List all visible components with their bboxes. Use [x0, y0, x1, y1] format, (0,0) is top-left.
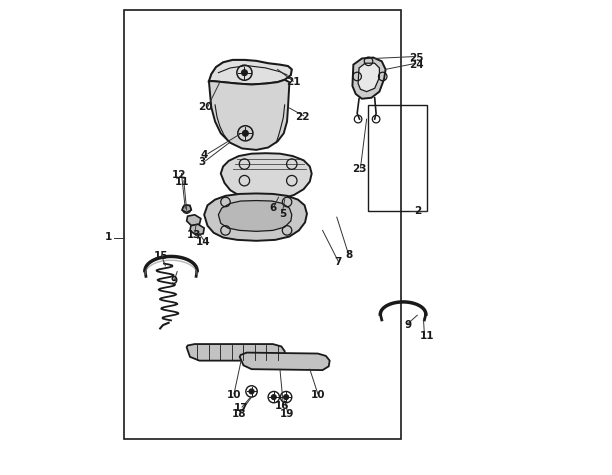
Polygon shape — [204, 193, 307, 241]
Text: 17: 17 — [234, 403, 248, 413]
Polygon shape — [209, 80, 289, 150]
Text: 3: 3 — [198, 157, 206, 167]
Polygon shape — [182, 205, 192, 212]
Text: 22: 22 — [296, 112, 310, 122]
Text: 16: 16 — [275, 400, 289, 410]
Polygon shape — [190, 224, 204, 235]
Bar — [124, 10, 401, 439]
Circle shape — [242, 70, 247, 76]
Polygon shape — [209, 60, 292, 85]
Polygon shape — [187, 215, 201, 226]
Text: 8: 8 — [345, 250, 353, 260]
Circle shape — [242, 131, 248, 136]
Text: 2: 2 — [414, 207, 421, 217]
Text: 18: 18 — [231, 409, 246, 419]
Circle shape — [249, 389, 254, 394]
Text: 9: 9 — [405, 320, 411, 330]
Circle shape — [272, 395, 276, 399]
Text: 7: 7 — [335, 257, 342, 267]
Text: 25: 25 — [409, 53, 424, 63]
Text: 15: 15 — [154, 251, 168, 261]
Polygon shape — [353, 57, 386, 99]
Text: 1: 1 — [105, 232, 111, 243]
Text: 12: 12 — [173, 170, 187, 180]
Text: 9: 9 — [171, 276, 178, 286]
Text: 6: 6 — [269, 203, 277, 213]
Text: 4: 4 — [201, 150, 208, 160]
Polygon shape — [358, 63, 379, 92]
Polygon shape — [240, 352, 330, 370]
Bar — [368, 105, 427, 211]
Text: 10: 10 — [227, 390, 241, 400]
Polygon shape — [187, 344, 285, 361]
Circle shape — [284, 395, 288, 399]
Text: 13: 13 — [187, 229, 201, 240]
Text: 11: 11 — [419, 331, 434, 341]
Text: 19: 19 — [280, 409, 294, 419]
Text: 14: 14 — [196, 237, 211, 247]
Polygon shape — [218, 200, 292, 231]
Polygon shape — [221, 153, 312, 200]
Text: 23: 23 — [353, 164, 367, 174]
Text: 20: 20 — [198, 102, 213, 112]
Text: 21: 21 — [286, 77, 300, 87]
Text: 10: 10 — [311, 390, 325, 400]
Text: 5: 5 — [278, 209, 286, 219]
Text: 24: 24 — [409, 60, 424, 70]
Text: 11: 11 — [174, 177, 189, 187]
